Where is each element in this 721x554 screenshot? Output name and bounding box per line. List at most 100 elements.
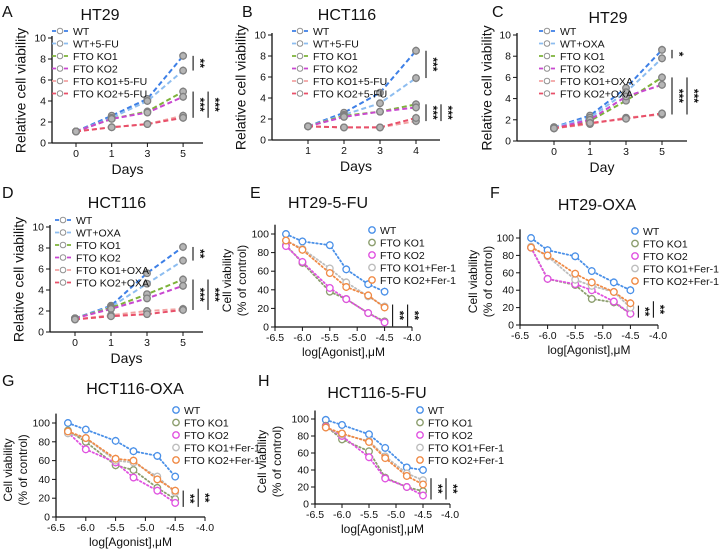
data-point: [338, 429, 346, 438]
significance-marker: ***: [425, 104, 440, 122]
legend-marker: [631, 239, 639, 248]
legend-label: FTO KO1: [380, 237, 425, 249]
chart-title: HT29-OXA: [558, 197, 637, 214]
data-point: [71, 315, 79, 324]
series-line: [553, 112, 663, 130]
series-line: [75, 116, 184, 133]
legend-item: FTO KO2+Fer-1: [416, 455, 504, 467]
legend-item: FTO KO2+5-FU: [52, 88, 147, 100]
y-tick-label: 6: [40, 75, 46, 87]
significance-stars: *: [672, 52, 686, 57]
data-point: [342, 295, 351, 304]
significance-stars: ***: [208, 98, 222, 112]
x-tick-label: -5.0: [136, 522, 154, 534]
legend-marker: [56, 52, 64, 60]
x-tick-label: 0: [72, 337, 78, 349]
data-point: [325, 241, 334, 250]
data-point: [527, 243, 535, 252]
data-point: [143, 294, 151, 303]
data-point: [364, 291, 373, 300]
y-tick-label: 0: [40, 138, 46, 150]
data-point: [171, 472, 180, 481]
legend-label: WT+5-FU: [313, 38, 359, 50]
series-fto-ko1-5-fu: [304, 116, 420, 132]
data-point: [143, 120, 152, 129]
series-fto-ko2-fer-1: [282, 236, 389, 312]
data-point: [419, 466, 427, 474]
data-point: [609, 297, 618, 306]
legend-label: FTO KO2: [313, 63, 358, 75]
legend-item: FTO KO2+Fer-1: [631, 276, 719, 288]
data-point: [282, 230, 290, 238]
y-tick-label: 20: [38, 493, 50, 505]
significance-stars: **: [653, 305, 667, 315]
legend-marker: [296, 65, 304, 72]
significance-stars: ***: [193, 98, 207, 112]
series-line: [307, 106, 417, 128]
data-point: [179, 51, 188, 60]
significance-marker: ***: [192, 91, 207, 118]
legend-item: FTO KO1+Fer-1: [368, 262, 456, 274]
legend-label: FTO KO2+OXA: [76, 277, 149, 289]
legend-label: WT: [380, 225, 397, 237]
series-fto-ko1: [304, 100, 420, 131]
legend-marker: [296, 77, 304, 85]
data-point: [626, 286, 635, 295]
legend-item: FTO KO1: [52, 51, 118, 63]
significance-stars: ***: [426, 106, 440, 120]
legend-marker: [56, 77, 64, 85]
y-tick-label: 4: [260, 93, 266, 105]
significance-marker: **: [445, 478, 460, 500]
legend-marker: [59, 266, 67, 274]
legend-item: WT: [172, 405, 201, 417]
legend-item: FTO KO1+5-FU: [52, 76, 147, 88]
x-tick-label: 5: [180, 148, 186, 160]
data-point: [376, 123, 384, 132]
legend-label: FTO KO2: [560, 63, 605, 75]
legend-item: WT+OXA: [539, 38, 605, 50]
data-point: [107, 304, 115, 313]
legend-marker: [543, 27, 551, 35]
significance-marker: ***: [207, 279, 222, 310]
legend-item: WT: [292, 26, 330, 38]
legend-label: FTO KO2+Fer-1: [184, 455, 260, 467]
x-axis-label: log[Agonist],μM: [548, 343, 631, 357]
y-tick-label: 6: [38, 264, 44, 276]
y-tick-label: 8: [260, 51, 266, 63]
x-tick-label: 3: [144, 337, 150, 349]
legend-label: FTO KO2: [643, 251, 688, 263]
legend-item: FTO KO1: [416, 417, 473, 429]
y-axis-label: Cell viability: [466, 250, 480, 313]
legend-item: FTO KO2: [631, 251, 688, 263]
legend-marker: [56, 90, 64, 97]
significance-stars: ***: [687, 89, 701, 103]
panel-label: B: [242, 4, 253, 21]
legend-label: WT: [643, 226, 660, 238]
legend-label: FTO KO1: [73, 51, 118, 63]
data-point: [81, 445, 90, 454]
legend-label: WT: [76, 215, 93, 227]
significance-marker: ***: [207, 91, 222, 118]
legend-label: WT+OXA: [560, 38, 605, 50]
x-tick-label: 5: [180, 337, 186, 349]
y-axis-label: (% of control): [481, 246, 495, 317]
significance-stars: ***: [441, 106, 455, 120]
legend-label: FTO KO1+OXA: [76, 265, 149, 277]
x-tick-label: 3: [623, 146, 629, 158]
legend-label: WT: [428, 405, 445, 417]
x-tick-label: -4.0: [196, 522, 214, 534]
y-tick-label: 2: [505, 114, 511, 126]
x-tick-label: 1: [109, 148, 115, 160]
y-tick-label: 60: [502, 267, 514, 279]
data-point: [658, 109, 666, 118]
chart-title: HT29: [588, 10, 627, 27]
y-axis-label: Relative cell viability: [11, 217, 27, 342]
data-point: [571, 252, 580, 261]
data-point: [129, 473, 138, 482]
legend-item: WT+OXA: [55, 227, 121, 239]
legend-marker: [631, 252, 639, 260]
legend-label: FTO KO1: [428, 417, 473, 429]
y-axis-label: Cell viability: [220, 249, 234, 312]
data-point: [72, 127, 80, 136]
